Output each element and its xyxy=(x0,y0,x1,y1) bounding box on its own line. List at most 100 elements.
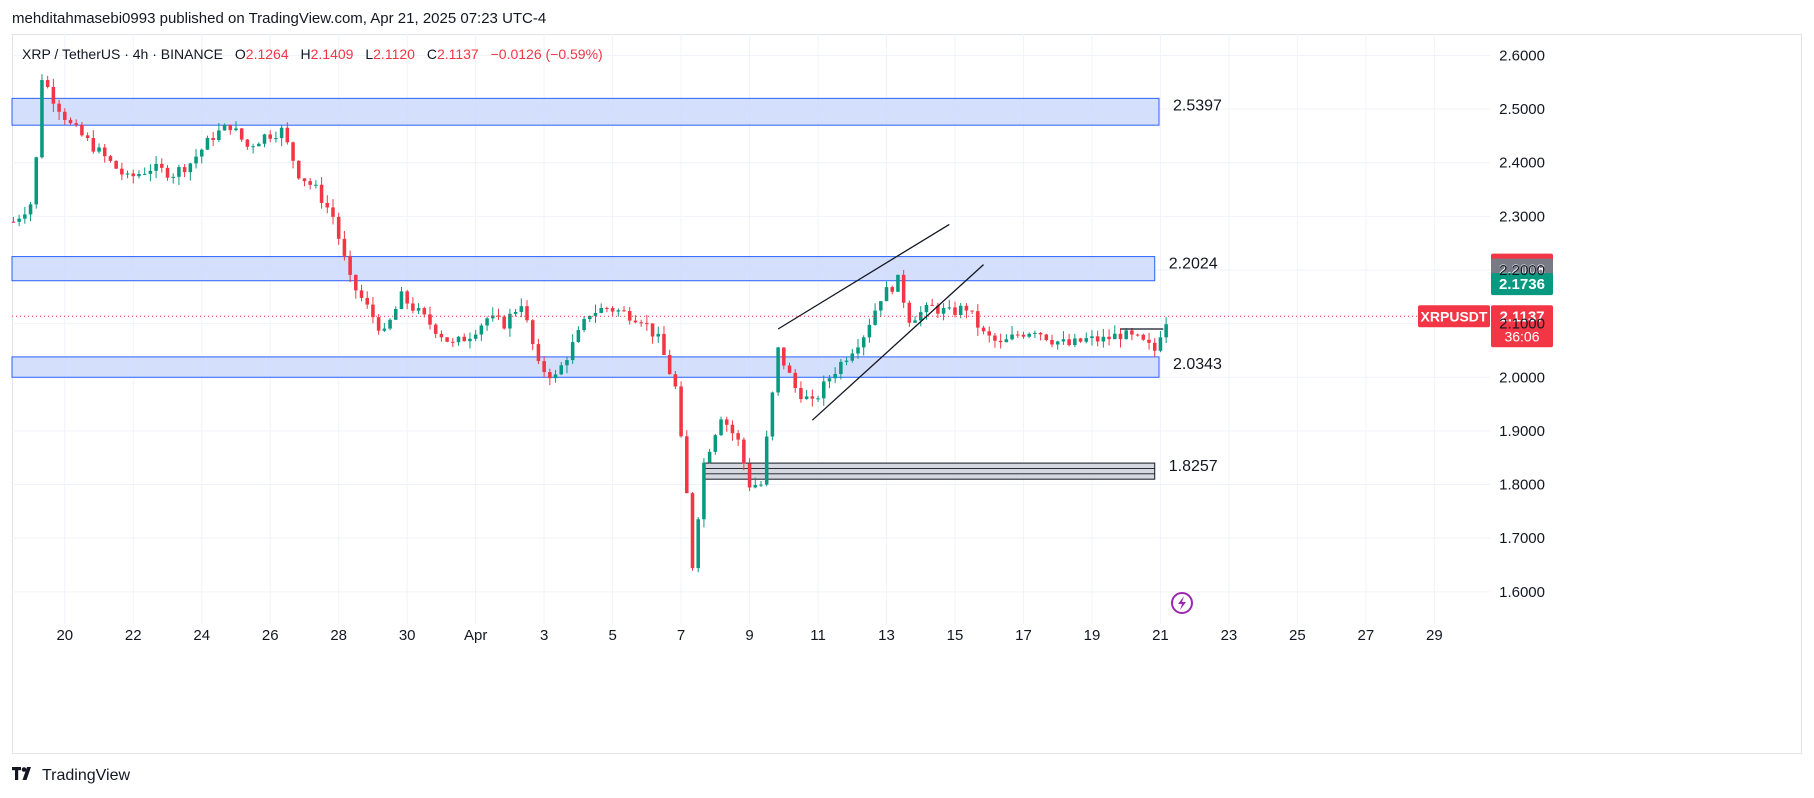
candle-body xyxy=(502,316,506,329)
candle-body xyxy=(753,485,758,488)
candle-body xyxy=(588,315,592,320)
candle-body xyxy=(690,493,695,569)
candle-body xyxy=(1135,334,1140,336)
footer-brand[interactable]: TradingView xyxy=(42,767,131,784)
candle-body xyxy=(804,396,809,400)
candle-body xyxy=(610,307,615,312)
lightning-icon[interactable] xyxy=(1171,592,1193,614)
candle-body xyxy=(627,311,632,321)
zone-rect[interactable] xyxy=(11,256,1156,282)
candle-body xyxy=(519,306,524,312)
candle-body xyxy=(570,342,575,361)
candle-body xyxy=(51,86,56,104)
candle-body xyxy=(302,178,307,182)
candle-body xyxy=(616,310,621,312)
candle-body xyxy=(336,216,341,239)
y-tick-label: 2.5000 xyxy=(1499,101,1545,118)
candle-body xyxy=(245,139,250,147)
candle-body xyxy=(650,323,655,337)
candle-body xyxy=(1038,332,1043,335)
candle-body xyxy=(998,340,1003,343)
candle-body xyxy=(354,274,358,291)
x-tick-label: 20 xyxy=(56,627,73,644)
symbol-badge[interactable] xyxy=(1418,305,1490,328)
candle-body xyxy=(371,304,375,318)
candle-body xyxy=(639,322,643,324)
candle-body xyxy=(102,147,107,157)
candle-body xyxy=(730,424,735,434)
candle-body xyxy=(799,388,803,400)
candle-body xyxy=(816,398,820,400)
x-tick-label: 9 xyxy=(745,627,753,644)
symbol-label[interactable]: XRP / TetherUS · 4h · BINANCE xyxy=(22,46,223,62)
candle-body xyxy=(473,334,478,339)
y-tick-label: 2.0000 xyxy=(1499,369,1545,386)
candle-body xyxy=(896,274,900,292)
price-badge xyxy=(1491,273,1553,296)
candle-body xyxy=(839,361,843,375)
candle-body xyxy=(633,320,638,323)
candle-body xyxy=(131,173,136,177)
candle-body xyxy=(907,302,912,323)
candle-body xyxy=(941,308,946,314)
candle-body xyxy=(530,320,535,345)
candle-body xyxy=(1152,342,1157,351)
candle-body xyxy=(160,163,164,168)
candle-body xyxy=(74,123,78,125)
y-tick-label: 2.1000 xyxy=(1499,316,1545,333)
candle-body xyxy=(913,320,917,323)
candle-body xyxy=(924,304,929,313)
candle-body xyxy=(182,167,187,173)
x-tick-label: 30 xyxy=(399,627,416,644)
candle-body xyxy=(964,305,969,311)
open-label: O xyxy=(234,46,246,62)
tradingview-logo-icon[interactable] xyxy=(12,766,36,786)
high-value: 2.1409 xyxy=(310,46,354,62)
candle-body xyxy=(188,163,193,173)
candle-body xyxy=(331,207,335,217)
x-tick-label: 5 xyxy=(608,627,616,644)
y-tick-label: 1.9000 xyxy=(1499,423,1545,440)
candle-body xyxy=(1055,341,1060,345)
candle-body xyxy=(782,347,786,366)
candle-body xyxy=(91,138,96,152)
candle-body xyxy=(685,436,689,494)
candle-body xyxy=(1084,338,1089,342)
candle-body xyxy=(154,163,158,171)
zone-rect[interactable] xyxy=(11,356,1160,378)
candle-body xyxy=(279,127,284,139)
candle-body xyxy=(28,204,33,215)
candle-body xyxy=(1044,334,1049,340)
low-label: L xyxy=(365,46,374,62)
candle-body xyxy=(599,307,603,313)
zone-rect[interactable] xyxy=(703,462,1156,480)
candle-body xyxy=(993,335,997,341)
candle-body xyxy=(57,103,61,112)
candle-body xyxy=(679,386,683,437)
x-tick-label: 23 xyxy=(1221,627,1238,644)
candle-body xyxy=(485,318,489,326)
candle-body xyxy=(605,307,609,309)
trendline[interactable] xyxy=(777,223,950,330)
candle-body xyxy=(548,372,552,379)
x-tick-label: 28 xyxy=(330,627,347,644)
candle-body xyxy=(747,463,752,488)
candle-body xyxy=(234,128,238,131)
zone-rect[interactable] xyxy=(11,97,1160,126)
trendline[interactable] xyxy=(811,264,984,421)
candle-body xyxy=(724,419,729,425)
candle-body xyxy=(1158,337,1163,351)
x-tick-label: 7 xyxy=(677,627,685,644)
candle-body xyxy=(142,173,147,175)
y-tick-label: 1.7000 xyxy=(1499,530,1545,547)
candle-body xyxy=(34,157,39,205)
open-value: 2.1264 xyxy=(245,46,289,62)
candle-body xyxy=(742,439,746,464)
y-tick-label: 2.2000 xyxy=(1499,262,1545,279)
candle-body xyxy=(981,327,986,332)
candle-body xyxy=(844,360,849,362)
candle-body xyxy=(667,354,672,375)
candle-body xyxy=(308,181,312,185)
candle-body xyxy=(125,173,130,175)
